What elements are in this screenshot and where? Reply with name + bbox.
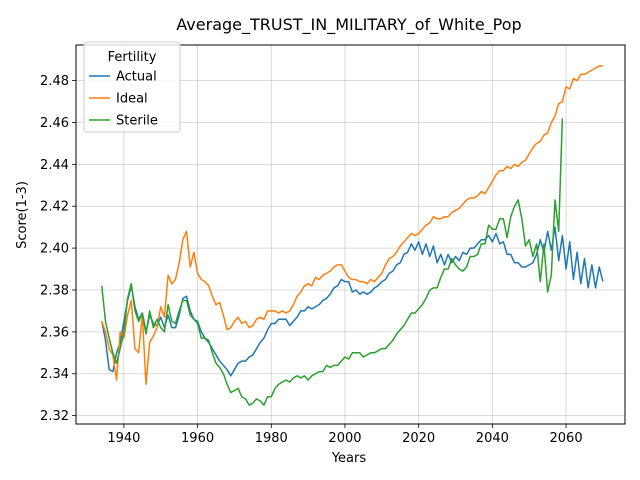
y-axis: 2.32 2.34 2.36 2.38 2.40 2.42 2.44 2.46 2.48 xyxy=(40,74,76,424)
legend-label-ideal: Ideal xyxy=(116,92,148,107)
y-tick-label: 2.44 xyxy=(40,158,69,173)
series-line-actual xyxy=(101,226,604,377)
series-line-sterile xyxy=(101,118,564,406)
series-line-ideal xyxy=(101,65,603,385)
x-tick-label: 2000 xyxy=(328,431,361,446)
y-tick-label: 2.38 xyxy=(40,283,69,298)
y-tick-label: 2.36 xyxy=(40,325,69,340)
x-axis-label: Years xyxy=(331,451,367,466)
legend-label-actual: Actual xyxy=(116,70,157,85)
y-axis-label: Score(1-3) xyxy=(15,181,30,249)
x-tick-label: 1940 xyxy=(107,431,140,446)
x-tick-label: 1980 xyxy=(255,431,288,446)
x-tick-label: 2020 xyxy=(402,431,435,446)
y-tick-label: 2.32 xyxy=(40,409,69,424)
y-tick-label: 2.46 xyxy=(40,116,69,131)
legend-label-sterile: Sterile xyxy=(116,114,158,129)
y-tick-label: 2.40 xyxy=(40,242,69,257)
y-tick-label: 2.42 xyxy=(40,200,69,215)
series-layer xyxy=(101,65,604,406)
legend: Fertility Actual Ideal Sterile xyxy=(83,41,181,133)
plot-frame xyxy=(75,44,626,425)
x-tick-label: 2040 xyxy=(476,431,509,446)
chart-title: Average_TRUST_IN_MILITARY_of_White_Pop xyxy=(176,15,521,35)
x-tick-label: 2060 xyxy=(550,431,583,446)
legend-box xyxy=(83,41,181,133)
x-axis: 1940 1960 1980 2000 2020 2040 2060 xyxy=(107,424,583,446)
x-tick-label: 1960 xyxy=(181,431,214,446)
grid-lines xyxy=(76,45,625,424)
y-tick-label: 2.48 xyxy=(40,74,69,89)
legend-title: Fertility xyxy=(108,50,157,65)
y-tick-label: 2.34 xyxy=(40,367,69,382)
